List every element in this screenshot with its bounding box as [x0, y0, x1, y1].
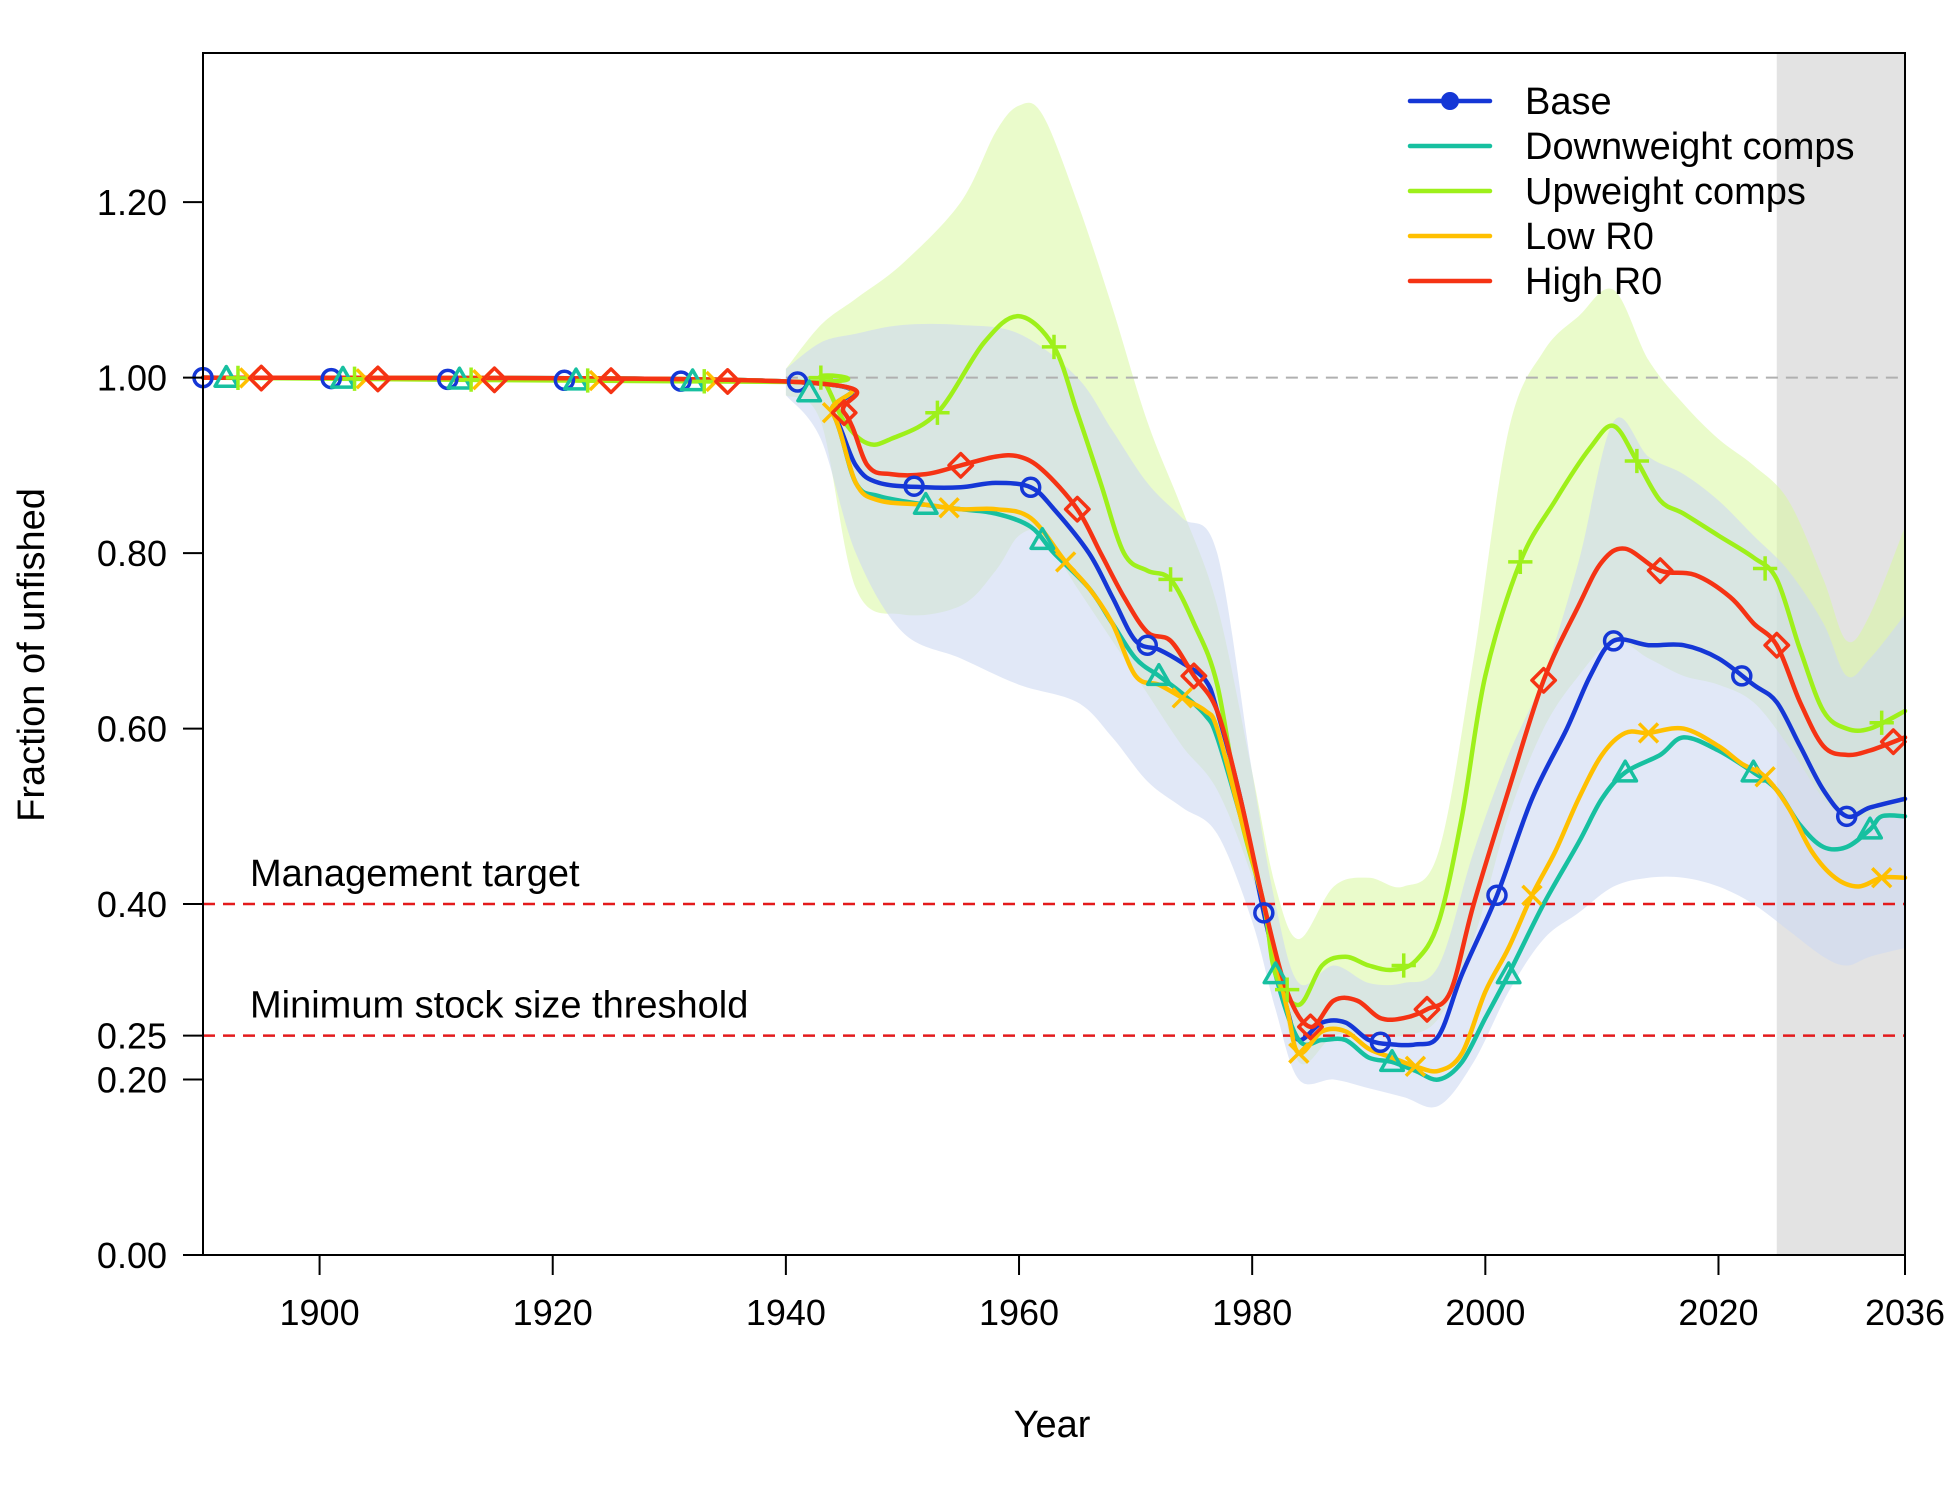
marker-low-r0	[1870, 867, 1893, 889]
legend-marker	[1441, 92, 1459, 110]
marker-low-r0	[1521, 884, 1543, 906]
marker-base	[1253, 902, 1275, 924]
marker-high-r0	[247, 364, 275, 392]
marker-downweight-comps	[1262, 961, 1289, 985]
marker-upweight-comps	[1391, 953, 1416, 978]
series-line-upweight-comps	[200, 313, 1908, 1008]
confidence-band-upweight-comps	[785, 102, 1905, 1065]
marker-downweight-comps	[1145, 662, 1172, 687]
marker-low-r0	[938, 497, 960, 519]
series-line-low-r0	[200, 375, 1908, 1074]
marker-upweight-comps	[1624, 448, 1650, 474]
x-tick-label: 1980	[1212, 1292, 1292, 1333]
y-tick-label: 0.00	[97, 1235, 167, 1276]
x-tick-label: 2020	[1678, 1292, 1758, 1333]
x-tick-label: 2036	[1865, 1292, 1945, 1333]
marker-base	[903, 475, 925, 497]
marker-downweight-comps	[912, 491, 939, 516]
marker-high-r0	[1763, 631, 1791, 659]
marker-high-r0	[1530, 666, 1558, 694]
confidence-band-base	[785, 323, 1905, 1108]
marker-high-r0	[947, 451, 975, 479]
marker-upweight-comps	[575, 368, 600, 393]
x-tick-label: 1960	[979, 1292, 1059, 1333]
marker-upweight-comps	[1752, 556, 1778, 581]
marker-base	[1486, 884, 1508, 907]
marker-high-r0	[1413, 995, 1441, 1023]
marker-high-r0	[364, 365, 392, 393]
marker-high-r0	[714, 368, 742, 395]
marker-downweight-comps	[1029, 526, 1056, 551]
legend-label: Downweight comps	[1525, 126, 1854, 168]
marker-high-r0	[830, 399, 858, 427]
reference-lines: Management target Minimum stock size thre…	[203, 376, 1905, 1037]
y-tick-label: 1.00	[97, 358, 167, 399]
marker-high-r0	[1646, 557, 1674, 585]
marker-downweight-comps	[1857, 816, 1884, 840]
series-markers	[192, 334, 1907, 1078]
reference-line-label-0: Management target	[250, 853, 580, 895]
marker-low-r0	[1054, 551, 1077, 573]
marker-upweight-comps	[1275, 977, 1300, 1002]
y-tick-label: 0.20	[97, 1060, 167, 1101]
series-lines	[200, 313, 1908, 1082]
marker-high-r0	[1879, 728, 1907, 756]
y-tick-label: 0.25	[97, 1016, 167, 1057]
marker-high-r0	[1063, 495, 1091, 523]
x-tick-label: 2000	[1445, 1292, 1525, 1333]
marker-base	[1731, 665, 1753, 687]
series-line-high-r0	[200, 375, 1908, 1030]
y-tick-label: 0.80	[97, 533, 167, 574]
marker-downweight-comps	[1379, 1048, 1406, 1073]
marker-upweight-comps	[808, 365, 833, 390]
y-tick-label: 0.60	[97, 709, 167, 750]
axes: 1900 1920 1940 1960 1980 2000 2020 2036 0.00 0.20…	[97, 52, 1945, 1333]
y-axis-title: Fraction of unfished	[11, 488, 53, 822]
marker-low-r0	[1754, 766, 1776, 788]
reference-line-label-1: Minimum stock size threshold	[250, 985, 748, 1027]
marker-base	[1136, 634, 1159, 656]
marker-base	[786, 371, 809, 393]
marker-base	[1019, 476, 1042, 499]
marker-upweight-comps	[458, 367, 484, 392]
marker-upweight-comps	[1508, 549, 1533, 575]
legend-label: Low R0	[1525, 216, 1654, 258]
plot-frame	[202, 52, 1906, 1256]
marker-upweight-comps	[225, 365, 251, 391]
marker-upweight-comps	[1158, 567, 1183, 592]
x-tick-label: 1920	[513, 1292, 593, 1333]
marker-high-r0	[1297, 1013, 1324, 1041]
marker-low-r0	[1288, 1042, 1310, 1064]
x-axis-title: Year	[1014, 1404, 1091, 1446]
marker-base	[1369, 1031, 1392, 1053]
marker-downweight-comps	[1495, 961, 1522, 985]
marker-base	[1835, 805, 1858, 828]
y-tick-label: 0.40	[97, 884, 167, 925]
marker-downweight-comps	[1612, 759, 1639, 783]
marker-upweight-comps	[1869, 710, 1894, 735]
x-tick-label: 1940	[746, 1292, 826, 1333]
legend-label: High R0	[1525, 261, 1662, 303]
marker-low-r0	[1637, 722, 1660, 744]
marker-upweight-comps	[342, 366, 367, 391]
marker-upweight-comps	[1041, 334, 1067, 360]
marker-low-r0	[1171, 687, 1193, 709]
legend-label: Upweight comps	[1525, 171, 1806, 213]
x-tick-label: 1900	[280, 1292, 360, 1333]
marker-downweight-comps	[796, 379, 823, 403]
marker-high-r0	[597, 367, 625, 395]
marker-high-r0	[1180, 662, 1208, 690]
legend-label: Base	[1525, 81, 1612, 123]
marker-upweight-comps	[692, 369, 717, 394]
marker-base	[1602, 630, 1625, 652]
marker-low-r0	[1404, 1055, 1427, 1078]
marker-upweight-comps	[925, 400, 950, 425]
marker-high-r0	[480, 366, 508, 394]
y-tick-label: 1.20	[97, 182, 167, 223]
